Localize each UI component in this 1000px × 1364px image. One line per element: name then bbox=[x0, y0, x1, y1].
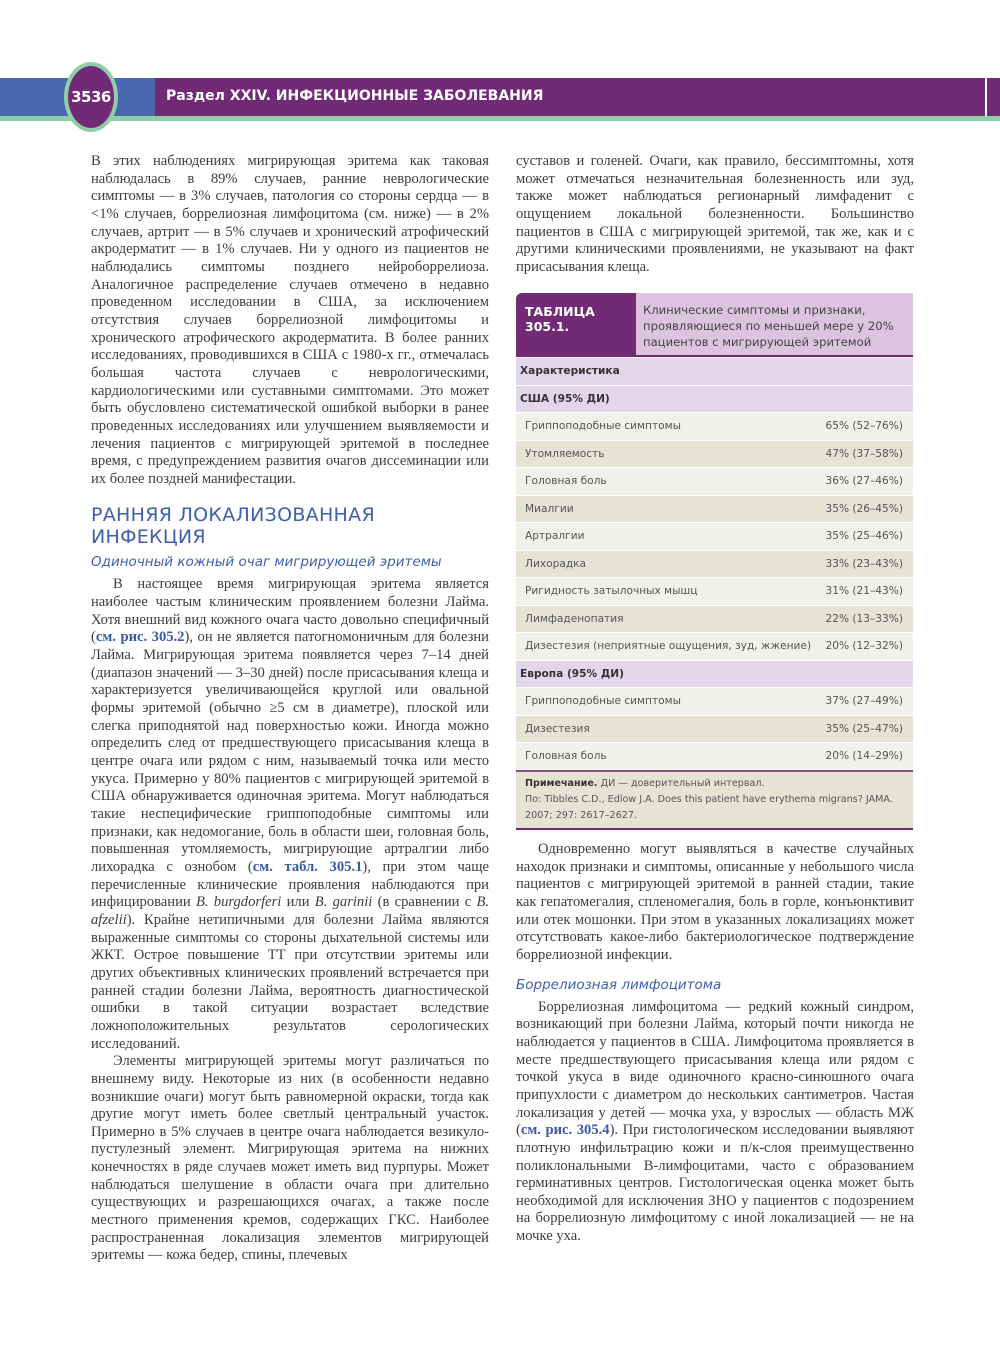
text: В настоящее время мигрирующая эритема яв… bbox=[91, 576, 489, 646]
table-group-header: США (95% ДИ) bbox=[516, 384, 913, 412]
group-title: Европа (95% ДИ) bbox=[520, 667, 624, 680]
row-label: Гриппоподобные симптомы bbox=[525, 695, 681, 708]
text: ). При гистологическом исследовании выяв… bbox=[516, 1122, 915, 1245]
row-label: Дизестезия bbox=[525, 722, 590, 735]
table-row: Лимфаденопатия 22% (13–33%) bbox=[516, 604, 913, 632]
text: ). Крайне нетипичными для болезни Лайма … bbox=[91, 911, 489, 1052]
paragraph: Элементы мигрирующей эритемы могут разли… bbox=[91, 1053, 489, 1264]
note-text: ДИ — доверительный интервал. bbox=[597, 777, 765, 789]
table-row: Лихорадка 33% (23–43%) bbox=[516, 549, 913, 577]
table-row: Артралгии 35% (25–46%) bbox=[516, 522, 913, 550]
row-label: Головная боль bbox=[525, 475, 607, 488]
text: ), при этом чаще перечисленные клиническ… bbox=[91, 858, 489, 911]
row-value: 35% (25–46%) bbox=[825, 530, 903, 543]
row-value: 36% (27–46%) bbox=[825, 475, 903, 488]
column-header-label: Характеристика bbox=[520, 365, 620, 378]
table-row: Ригидность затылочных мышц 31% (21–43%) bbox=[516, 577, 913, 605]
row-label: Миалгии bbox=[525, 502, 574, 515]
table-group-header: Европа (95% ДИ) bbox=[516, 659, 913, 687]
row-value: 65% (52–76%) bbox=[825, 420, 903, 433]
row-label: Артралгии bbox=[525, 530, 585, 543]
row-value: 47% (37–58%) bbox=[825, 447, 903, 460]
table-row: Головная боль 20% (14–29%) bbox=[516, 742, 913, 770]
row-value: 35% (26–45%) bbox=[825, 502, 903, 515]
table-body: США (95% ДИ) Гриппоподобные симптомы 65% (… bbox=[516, 384, 913, 770]
paragraph: В этих наблюдениях мигрирующая эритема к… bbox=[91, 153, 489, 487]
row-value: 20% (14–29%) bbox=[825, 750, 903, 763]
row-label: Головная боль bbox=[525, 750, 607, 763]
paragraph: Одновременно могут выявляться в качестве… bbox=[516, 841, 914, 963]
row-value: 22% (13–33%) bbox=[825, 612, 903, 625]
row-value: 37% (27–49%) bbox=[825, 695, 903, 708]
table-row: Утомляемость 47% (37–58%) bbox=[516, 439, 913, 467]
table-row: Гриппоподобные симптомы 65% (52–76%) bbox=[516, 412, 913, 440]
species-name: B. burgdorferi bbox=[195, 894, 282, 911]
header-band bbox=[155, 78, 985, 118]
section-title: Раздел XXIV. ИНФЕКЦИОННЫЕ ЗАБОЛЕВАНИЯ bbox=[166, 88, 544, 104]
row-value: 35% (25–47%) bbox=[825, 722, 903, 735]
section-heading: РАННЯЯ ЛОКАЛИЗОВАННАЯ ИНФЕКЦИЯ bbox=[91, 504, 375, 549]
paragraph: Боррелиозная лимфоцитома — редкий кожный… bbox=[516, 999, 914, 1246]
row-label: Ригидность затылочных мышц bbox=[525, 585, 698, 598]
table-note: Примечание. ДИ — доверительный интервал.… bbox=[516, 769, 913, 830]
note-label: Примечание. bbox=[525, 777, 598, 789]
row-label: Лимфаденопатия bbox=[525, 612, 624, 625]
species-name: B. afzelii bbox=[91, 894, 490, 928]
header-band-end bbox=[987, 78, 1000, 118]
text: или bbox=[281, 894, 315, 911]
text: ), он не является патогномоничным для бо… bbox=[91, 629, 489, 875]
table-header: ТАБЛИЦА 305.1. Клинические симптомы и пр… bbox=[516, 293, 913, 357]
paragraph: суставов и голеней. Очаги, как правило, … bbox=[516, 153, 914, 275]
row-value: 33% (23–43%) bbox=[825, 557, 903, 570]
figure-link[interactable]: см. рис. 305.2 bbox=[95, 629, 185, 646]
subsection-heading: Боррелиозная лимфоцитома bbox=[516, 976, 722, 993]
table-305-1: ТАБЛИЦА 305.1. Клинические симптомы и пр… bbox=[516, 293, 913, 830]
text: (в сравнении с bbox=[372, 894, 477, 911]
row-value: 20% (12–32%) bbox=[825, 640, 903, 653]
table-caption: Клинические симптомы и признаки, проявля… bbox=[636, 293, 913, 357]
table-row: Гриппоподобные симптомы 37% (27–49%) bbox=[516, 687, 913, 715]
group-title: США (95% ДИ) bbox=[520, 392, 610, 405]
row-label: Утомляемость bbox=[525, 447, 605, 460]
table-row: Дизестезия (неприятные ощущения, зуд, жж… bbox=[516, 632, 913, 660]
subsection-heading: Одиночный кожный очаг мигрирующей эритем… bbox=[91, 554, 442, 571]
table-source: По: Tibbles C.D., Edlow J.A. Does this p… bbox=[525, 793, 893, 821]
column-header: Характеристика bbox=[516, 357, 913, 385]
row-label: Дизестезия (неприятные ощущения, зуд, жж… bbox=[525, 640, 812, 653]
right-column-bottom: Одновременно могут выявляться в качестве… bbox=[516, 841, 914, 1246]
table-row: Дизестезия 35% (25–47%) bbox=[516, 714, 913, 742]
table-label: ТАБЛИЦА 305.1. bbox=[516, 293, 636, 357]
figure-link[interactable]: см. рис. 305.4 bbox=[520, 1122, 610, 1139]
right-column-top: суставов и голеней. Очаги, как правило, … bbox=[516, 153, 914, 277]
table-link[interactable]: см. табл. 305.1 bbox=[252, 858, 363, 875]
table-row: Головная боль 36% (27–46%) bbox=[516, 467, 913, 495]
paragraph: В настоящее время мигрирующая эритема яв… bbox=[91, 576, 489, 1053]
table-row: Миалгии 35% (26–45%) bbox=[516, 494, 913, 522]
species-name: B. garinii bbox=[314, 894, 373, 911]
header-rule bbox=[0, 116, 1000, 121]
text: Боррелиозная лимфоцитома — редкий кожный… bbox=[516, 998, 914, 1139]
row-label: Лихорадка bbox=[525, 557, 587, 570]
row-label: Гриппоподобные симптомы bbox=[525, 420, 681, 433]
row-value: 31% (21–43%) bbox=[825, 585, 903, 598]
page-number: 3536 bbox=[64, 62, 118, 132]
left-column: В этих наблюдениях мигрирующая эритема к… bbox=[91, 153, 489, 1265]
